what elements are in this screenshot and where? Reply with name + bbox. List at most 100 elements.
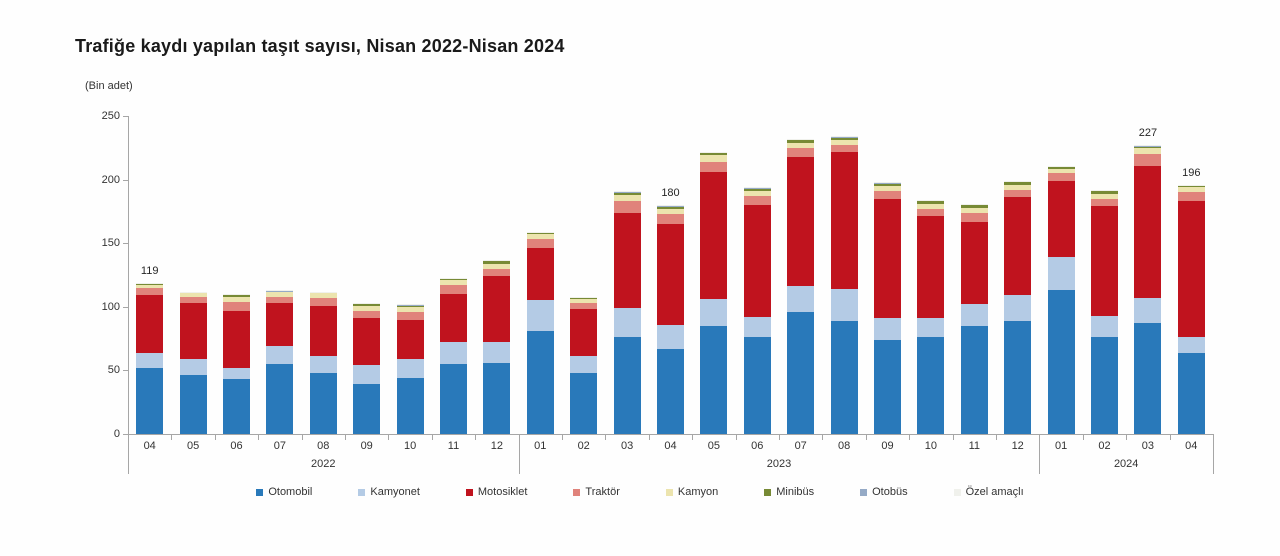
bar-2024-01-segment--zel-ama-l- [1047,165,1075,167]
bar-2022-07-segment-motosiklet [266,302,294,347]
bar-2022-07-segment--zel-ama-l- [266,290,294,291]
bar-2024-02-segment-otob-s [1091,190,1118,192]
bar-2023-03-segment-otomobil [613,337,641,434]
bar-2023-04-segment-otob-s [657,205,684,207]
bar-2023-04-segment-minib-s [657,206,684,209]
year-group-label: 2023 [766,458,792,470]
x-tick-label-month: 04 [143,440,156,452]
legend-label: Kamyon [677,486,719,498]
bar-2022-04-segment-trakt-r [136,287,164,296]
bar-2023-06-segment-otob-s [743,187,771,189]
bar-2023-03-segment-kamyon [613,194,641,202]
y-tick-label: 200 [101,173,120,186]
bar-2023-03-segment-motosiklet [613,212,641,309]
x-tick-label-month: 04 [1185,440,1198,452]
bar-2023-09-segment-trakt-r [874,191,901,199]
bar-2022-10-segment-minib-s [396,305,424,307]
bar-2023-06-segment-minib-s [743,188,771,192]
bar-2023-10-segment-kamyonet [917,318,945,338]
bar-2023-01-segment-otomobil [526,330,554,434]
bar-2023-11-segment-kamyonet [960,304,988,326]
bar-2024-04-segment-trakt-r [1177,192,1205,202]
x-tick-label-month: 07 [794,440,807,452]
bar-2022-07-segment-minib-s [266,290,294,293]
year-separator [1213,434,1214,474]
bar-2023-09-segment-motosiklet [874,198,901,319]
unit-label: (Bin adet) [85,80,133,92]
bar-2022-08-segment--zel-ama-l- [309,291,337,293]
bar-2022-06-segment--zel-ama-l- [223,294,250,295]
bar-2022-06-segment-otob-s [223,294,250,295]
bar-2023-02-segment-kamyon [570,299,598,303]
bar-2022-11-segment-minib-s [440,278,467,281]
bar-2022-07-segment-trakt-r [266,296,294,303]
x-tick-mark [648,435,650,440]
x-tick-mark [909,435,911,440]
bar-2024-01-segment-otob-s [1047,166,1075,167]
bar-2023-10-segment-kamyon [917,203,945,209]
bar-2023-08-segment-kamyonet [830,288,858,321]
bar-2023-02-segment-kamyonet [570,356,598,373]
y-tick-mark [123,179,128,181]
bar-2022-09-segment--zel-ama-l- [353,302,381,304]
bar-2022-12-segment-minib-s [483,261,511,264]
bar-2023-06-segment-kamyon [743,191,771,197]
bar-2023-10-segment-otob-s [917,200,945,202]
bar-2022-12-segment-trakt-r [483,268,511,277]
bar-2024-02-segment-kamyonet [1091,315,1118,338]
bar-2023-07-segment-kamyon [787,142,815,148]
x-tick-label-month: 08 [317,440,330,452]
bar-2024-03-segment-kamyonet [1134,297,1162,324]
x-tick-label-month: 11 [447,440,460,452]
y-tick-label: 250 [101,110,120,122]
bar-2023-10-segment--zel-ama-l- [917,199,945,201]
legend-swatch-icon [860,488,868,496]
x-tick-mark [692,435,694,440]
bar-2023-08-segment--zel-ama-l- [830,136,858,137]
x-tick-label-month: 10 [924,440,937,452]
bar-2023-12-segment-kamyon [1004,184,1032,190]
x-axis-line [128,434,1213,435]
bar-2024-04-segment-otomobil [1177,352,1205,434]
bar-2022-11-segment-trakt-r [440,285,467,295]
x-tick-label-month: 05 [186,440,200,452]
x-tick-label-month: 11 [968,440,980,452]
x-tick-mark [1126,435,1128,440]
bar-2023-11-segment-motosiklet [960,221,988,305]
x-tick-label-month: 12 [1011,440,1024,452]
bar-2022-11-segment-kamyonet [440,342,467,365]
bar-2023-05-segment-kamyonet [700,299,728,326]
bar-2024-02-segment-otomobil [1091,337,1118,434]
legend-item-otomobil: Otomobil [256,486,312,498]
y-tick-mark [123,243,128,245]
bar-2024-01-segment-minib-s [1047,166,1075,170]
bar-2022-10-segment-motosiklet [396,319,424,359]
year-separator [1039,434,1041,474]
bar-2023-11-segment-trakt-r [960,212,988,222]
bar-2023-06-segment-otomobil [743,337,771,434]
bar-2023-07-segment-minib-s [787,140,815,143]
legend-swatch-icon [465,488,473,496]
bar-2022-09-segment-kamyon [353,305,381,311]
bar-2024-01-segment-motosiklet [1047,180,1075,258]
bar-2023-06-segment-kamyonet [743,316,771,338]
bar-2022-09-segment-motosiklet [353,318,381,366]
x-tick-label-month: 01 [534,440,547,452]
year-group-label: 2022 [311,458,336,470]
bar-2023-05-segment-trakt-r [700,161,728,172]
x-tick-mark [388,435,390,440]
bar-2023-08-segment-minib-s [830,137,858,141]
legend-swatch-icon [665,488,673,496]
bar-2023-10-segment-otomobil [917,337,945,434]
bar-2023-10-segment-motosiklet [917,216,945,319]
x-tick-label-month: 06 [751,440,764,452]
x-tick-label-month: 04 [664,440,677,452]
bar-2022-07-segment-otomobil [266,364,294,434]
bar-2024-02-segment-minib-s [1091,191,1118,194]
bar-2023-02-segment--zel-ama-l- [570,296,598,298]
bar-2024-04-segment-motosiklet [1177,201,1205,338]
legend-swatch-icon [764,488,772,496]
bar-2023-05-segment-motosiklet [700,171,728,300]
bar-2022-05-segment-minib-s [179,292,207,294]
bar-2023-05-segment-otomobil [700,325,728,434]
